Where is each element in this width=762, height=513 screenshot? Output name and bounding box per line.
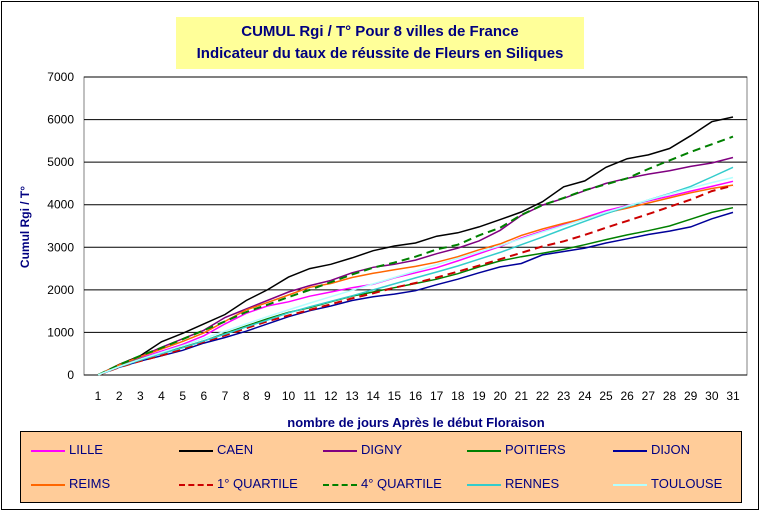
y-tick-label: 7000 — [47, 70, 74, 84]
legend-swatch — [323, 484, 357, 486]
legend-swatch — [613, 484, 647, 486]
legend-swatch — [467, 450, 501, 452]
x-tick-label: 8 — [243, 389, 250, 403]
legend-swatch — [323, 450, 357, 452]
y-tick-label: 3000 — [47, 240, 74, 254]
x-tick-label: 6 — [200, 389, 207, 403]
x-tick-label: 23 — [557, 389, 571, 403]
x-tick-label: 30 — [705, 389, 719, 403]
legend-label: REIMS — [69, 476, 111, 491]
series-line — [97, 166, 734, 376]
legend-swatch — [31, 450, 65, 452]
x-tick-label: 14 — [366, 389, 380, 403]
y-tick-label: 4000 — [47, 198, 74, 212]
x-tick-label: 3 — [137, 389, 144, 403]
series-line — [97, 184, 734, 376]
legend-swatch — [467, 484, 501, 486]
legend-label: TOULOUSE — [651, 476, 723, 491]
x-tick-label: 9 — [264, 389, 271, 403]
x-tick-label: 22 — [536, 389, 550, 403]
x-tick-label: 2 — [116, 389, 123, 403]
x-tick-label: 7 — [222, 389, 229, 403]
legend-label: CAEN — [217, 442, 254, 457]
x-tick-label: 31 — [726, 389, 740, 403]
x-tick-label: 29 — [684, 389, 698, 403]
x-tick-label: 5 — [179, 389, 186, 403]
x-tick-label: 16 — [409, 389, 423, 403]
legend-swatch — [179, 450, 213, 452]
y-tick-label: 2000 — [47, 283, 74, 297]
legend-swatch — [31, 484, 65, 486]
legend-swatch — [613, 450, 647, 452]
legend-label: DIJON — [651, 442, 690, 457]
y-tick-label: 6000 — [47, 113, 74, 127]
x-tick-label: 27 — [642, 389, 656, 403]
y-tick-label: 5000 — [47, 155, 74, 169]
x-tick-label: 17 — [430, 389, 444, 403]
legend-label: POITIERS — [505, 442, 566, 457]
x-axis-label: nombre de jours Après le début Floraison — [287, 415, 544, 430]
y-tick-label: 0 — [67, 368, 74, 382]
y-tick-label: 1000 — [47, 325, 74, 339]
plot-area — [83, 76, 748, 376]
x-tick-label: 1 — [95, 389, 102, 403]
series-line — [97, 116, 734, 376]
legend-label: RENNES — [505, 476, 560, 491]
x-tick-label: 15 — [388, 389, 402, 403]
series-line — [97, 211, 734, 376]
x-tick-label: 11 — [303, 389, 316, 403]
chart-legend: LILLE CAEN DIGNY POITIERS DIJON REIMS 1° QUART… — [20, 431, 742, 503]
y-axis-label: Cumul Rgi / T° — [18, 186, 32, 268]
legend-label: 4° QUARTILE — [361, 476, 442, 491]
x-tick-label: 10 — [282, 389, 296, 403]
legend-swatch — [179, 484, 213, 486]
chart-title-box: CUMUL Rgi / T° Pour 8 villes de France I… — [176, 17, 584, 69]
x-tick-label: 21 — [515, 389, 529, 403]
series-line — [97, 135, 734, 376]
x-tick-label: 24 — [578, 389, 592, 403]
x-tick-label: 18 — [451, 389, 465, 403]
legend-label: LILLE — [69, 442, 103, 457]
x-tick-label: 25 — [599, 389, 613, 403]
legend-label: DIGNY — [361, 442, 403, 457]
x-tick-label: 28 — [663, 389, 677, 403]
chart-subtitle: Indicateur du taux de réussite de Fleurs… — [196, 45, 564, 62]
x-tick-label: 26 — [620, 389, 634, 403]
x-tick-label: 12 — [324, 389, 338, 403]
chart-title: CUMUL Rgi / T° Pour 8 villes de France — [241, 23, 519, 40]
x-tick-label: 13 — [345, 389, 359, 403]
x-tick-label: 20 — [493, 389, 507, 403]
series-line — [97, 176, 734, 376]
x-tick-label: 19 — [472, 389, 486, 403]
series-line — [97, 184, 734, 376]
legend-label: 1° QUARTILE — [217, 476, 298, 491]
x-tick-label: 4 — [158, 389, 165, 403]
